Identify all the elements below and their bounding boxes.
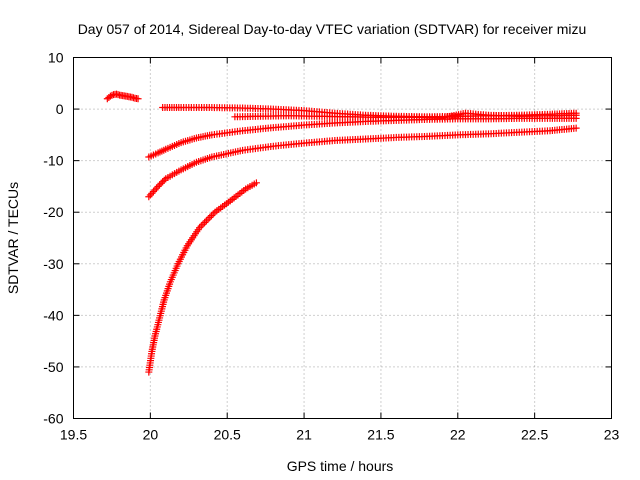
plus-marker [160, 176, 168, 184]
y-tick-label: -60 [43, 411, 63, 427]
y-tick-label: -40 [43, 307, 63, 323]
plus-marker [199, 220, 207, 228]
x-tick-label: 22.5 [521, 427, 548, 443]
series-arc-4 [145, 114, 580, 161]
x-tick-label: 19.5 [60, 427, 87, 443]
plus-marker [572, 124, 580, 132]
y-tick-label: -30 [43, 256, 63, 272]
x-tick-label: 20.5 [214, 427, 241, 443]
plus-marker [202, 217, 210, 225]
plus-marker [206, 213, 214, 221]
plus-marker [157, 179, 165, 187]
plus-marker [204, 215, 212, 223]
series-arc-6 [145, 179, 260, 376]
plus-marker [151, 186, 159, 194]
plus-marker [146, 191, 154, 199]
plus-marker [156, 181, 164, 189]
chart-title: Day 057 of 2014, Sidereal Day-to-day VTE… [78, 21, 587, 37]
plus-marker [148, 189, 156, 197]
series-arc-5 [145, 124, 580, 201]
plus-marker [154, 182, 162, 190]
y-tick-label: 0 [56, 101, 64, 117]
plus-marker [252, 179, 260, 187]
plus-marker [153, 184, 161, 192]
plus-marker [209, 210, 217, 218]
y-tick-labels: -60 -50 -40 -30 -20 -10 0 10 [43, 50, 63, 427]
plus-marker [197, 222, 205, 230]
plus-marker [208, 212, 216, 220]
plus-marker [159, 178, 167, 186]
x-axis-label: GPS time / hours [287, 458, 394, 474]
x-tick-labels: 19.5 20 20.5 21 21.5 22 22.5 23 [60, 427, 620, 443]
series-arc-1 [103, 90, 142, 103]
plus-marker [108, 91, 116, 99]
y-tick-label: -20 [43, 204, 63, 220]
y-tick-label: 10 [48, 50, 64, 66]
plot-frame [73, 57, 612, 419]
plus-marker [201, 219, 209, 227]
x-tick-label: 22 [450, 427, 466, 443]
x-tick-label: 20 [143, 427, 159, 443]
x-tick-label: 21 [296, 427, 312, 443]
plus-marker [145, 193, 153, 201]
plus-marker [196, 224, 204, 232]
plus-marker [149, 188, 157, 196]
y-axis-label: SDTVAR / TECUs [5, 182, 21, 294]
x-tick-label: 21.5 [367, 427, 394, 443]
y-tick-label: -10 [43, 153, 63, 169]
plus-marker [572, 114, 580, 122]
plus-marker [106, 92, 114, 100]
data-series [103, 90, 580, 376]
y-tick-label: -50 [43, 359, 63, 375]
x-tick-label: 23 [604, 427, 620, 443]
plus-marker [134, 95, 142, 103]
